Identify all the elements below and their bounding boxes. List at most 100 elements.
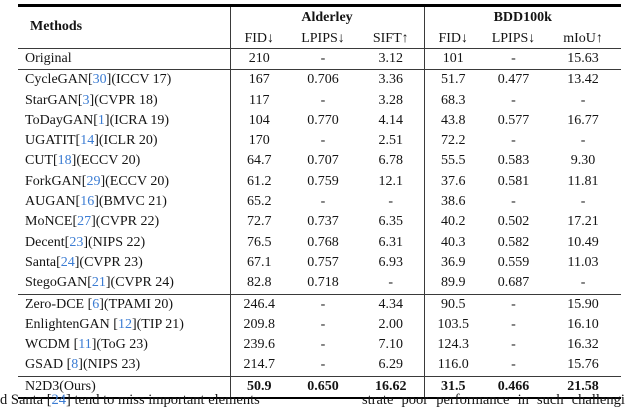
table-row: Zero-DCE [6](TPAMI 20) 246.4-4.34 90.5-15.… [18,294,621,315]
citation-link[interactable]: 23 [69,234,84,250]
citation-link[interactable]: 3 [82,92,90,108]
value-cell: 72.7 [229,212,288,233]
value-cell: - [320,296,326,312]
method-name: StarGAN[ [25,92,83,108]
method-name: Original [25,51,72,66]
value-cell: - [511,92,516,108]
citation-link[interactable]: 30 [92,72,107,88]
method-cell: EnlightenGAN [12](TIP 21) [18,315,230,335]
value-cell: 0.502 [497,214,530,230]
table-row: EnlightenGAN [12](TIP 21) 209.8-2.00 103.5… [18,314,621,336]
value-cell: - [320,92,326,108]
citation-link[interactable]: 16 [80,194,95,210]
table-subheader-row: FID↓ LPIPS↓ SIFT↑ FID↓ LPIPS↓ mIoU↑ [18,28,622,49]
method-cell: WCDM [11](ToG 23) [18,335,230,355]
value-cell: 0.759 [307,173,339,189]
value-cell: 2.00 [378,316,404,332]
method-cell: ToDayGAN[1](ICRA 19) [18,111,230,131]
value-cell: 16.62 [375,378,407,394]
value-cell: 117 [229,90,288,111]
value-cell: 0.582 [497,234,530,250]
citation-link[interactable]: 1 [97,112,105,128]
value-cell: 40.2 [423,212,483,233]
value-cell: - [320,337,326,353]
table-row: CycleGAN[30](ICCV 17) 167 0.706 3.36 51.7 0.4… [18,69,621,91]
citation-link[interactable]: 24 [60,254,75,270]
value-cell: 167 [229,69,288,91]
value-cell: 209.8 [229,314,288,336]
value-cell: 0.707 [307,153,339,169]
citation-link[interactable]: 27 [77,214,92,230]
value-cell: - [482,48,546,71]
table-row: GSAD [8](NIPS 23) 214.7-6.29 116.0-15.76 [18,355,622,377]
method-name: UGATIT[ [25,133,81,149]
method-venue: ](ECCV 20) [71,153,141,169]
body-text-left-pre: d Santa [ [0,392,52,408]
value-cell: - [511,133,516,149]
table-row: StarGAN[3](CVPR 18) 117-3.28 68.3- - [18,90,621,111]
citation-link[interactable]: 29 [86,173,101,189]
method-name: CUT[ [25,153,58,169]
value-cell: 4.34 [378,296,404,312]
table-row: UGATIT[14](ICLR 20) 170-2.51 72.2- - [18,131,621,152]
body-text-left-post: ] tend to miss important elements [66,392,260,408]
citation-link[interactable]: 24 [51,392,67,408]
value-cell: 214.7 [229,355,288,377]
value-cell: - [580,92,586,108]
table-body: Original 210-3.12 101-15.63 CycleGAN[30](IC… [18,48,622,399]
group-header-alderley: Alderley [229,5,425,28]
citation-link[interactable]: 11 [78,337,92,353]
value-cell: 21.58 [567,378,599,394]
body-text-row: d Santa [24] tend to miss important elem… [0,392,640,411]
citation-link[interactable]: 8 [71,357,79,373]
method-name: CycleGAN[ [25,72,93,88]
table-header: Methods Alderley BDD100k FID↓ LPIPS↓ SIF… [18,5,622,49]
value-cell: 11.81 [567,173,599,189]
value-cell: 36.9 [423,252,483,274]
value-cell: - [482,355,546,377]
value-cell: 17.21 [567,214,599,230]
value-cell: 124.3 [423,335,483,356]
value-cell: 0.581 [497,173,530,189]
value-cell: 43.8 [423,110,483,132]
value-cell: 31.5 [423,376,483,399]
value-cell: 68.3 [423,90,483,111]
value-cell: 0.477 [497,72,530,88]
method-venue: ](NIPS 23) [78,357,141,373]
value-cell: 61.2 [229,171,288,193]
method-name: StegoGAN[ [25,275,92,291]
citation-link[interactable]: 6 [92,296,100,312]
table-row: ForkGAN[29](ECCV 20) 61.2 0.759 12.1 37.6 0.5… [18,171,621,193]
value-cell: 0.706 [307,72,339,88]
method-venue: ](ICCV 17) [106,72,172,88]
citation-link[interactable]: 21 [91,275,106,291]
value-cell: - [320,133,326,149]
citation-link[interactable]: 18 [57,153,72,169]
table-row: MoNCE[27](CVPR 22) 72.7 0.737 6.35 40.2 0.502… [18,212,621,233]
table-row: AUGAN[16](BMVC 21) 65.2- -38.6- - [18,192,621,213]
value-cell: - [320,194,326,210]
value-cell: 0.583 [497,153,530,169]
value-cell: 101 [423,48,483,71]
table-row: CUT[18](ECCV 20) 64.7 0.707 6.78 55.5 0.583 9.… [18,151,621,172]
value-cell: - [511,337,516,353]
value-cell: - [288,355,358,377]
method-name: MoNCE[ [25,214,78,230]
method-cell: Original [18,48,230,71]
table-row: Decent[23](NIPS 22) 76.5 0.768 6.31 40.3 0.58… [18,232,621,253]
method-venue: ](CVPR 24) [105,275,174,291]
method-cell: StarGAN[3](CVPR 18) [18,91,230,111]
citation-link[interactable]: 12 [117,316,132,332]
value-cell: 90.5 [423,294,483,315]
value-cell: 6.93 [378,254,404,270]
col-header-alderley-lpips: LPIPS↓ [288,28,358,49]
citation-link[interactable]: 14 [80,133,95,149]
value-cell: 4.14 [378,112,404,128]
value-cell: 104 [229,110,288,132]
value-cell: 15.63 [545,48,622,71]
col-header-bdd100k-lpips: LPIPS↓ [482,28,546,49]
value-cell: 16.77 [567,112,599,128]
table-row: WCDM [11](ToG 23) 239.6-7.10 124.3-16.32 [18,335,621,356]
value-cell: - [358,273,425,295]
